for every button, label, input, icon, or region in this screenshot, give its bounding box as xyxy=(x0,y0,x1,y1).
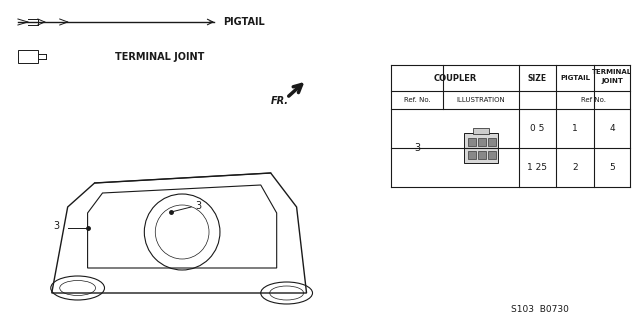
Text: ILLUSTRATION: ILLUSTRATION xyxy=(456,97,505,103)
Bar xyxy=(391,65,630,187)
Text: 1: 1 xyxy=(573,124,578,133)
Text: 3: 3 xyxy=(195,201,201,211)
Text: TERMINAL JOINT: TERMINAL JOINT xyxy=(115,52,204,62)
Bar xyxy=(468,151,476,159)
Text: 2: 2 xyxy=(573,163,578,172)
Bar xyxy=(473,128,489,134)
Text: JOINT: JOINT xyxy=(601,78,623,84)
Text: 3: 3 xyxy=(54,221,60,231)
Text: 3: 3 xyxy=(414,143,420,153)
Bar xyxy=(478,138,485,146)
Text: 5: 5 xyxy=(609,163,615,172)
Text: Ref No.: Ref No. xyxy=(581,97,606,103)
Text: FR.: FR. xyxy=(271,96,289,106)
Bar xyxy=(464,133,497,163)
Bar xyxy=(478,151,485,159)
Text: TERMINAL: TERMINAL xyxy=(592,69,632,75)
Text: S103  B0730: S103 B0730 xyxy=(512,306,569,315)
Text: 0 5: 0 5 xyxy=(530,124,545,133)
Bar xyxy=(488,138,496,146)
Text: Ref. No.: Ref. No. xyxy=(404,97,431,103)
Bar xyxy=(18,50,38,63)
Text: SIZE: SIZE xyxy=(528,74,547,83)
Text: 1 25: 1 25 xyxy=(527,163,547,172)
Text: PIGTAIL: PIGTAIL xyxy=(561,75,590,81)
Bar xyxy=(468,138,476,146)
Bar xyxy=(488,151,496,159)
Text: PIGTAIL: PIGTAIL xyxy=(223,17,265,27)
Text: 4: 4 xyxy=(609,124,615,133)
Text: COUPLER: COUPLER xyxy=(433,74,476,83)
